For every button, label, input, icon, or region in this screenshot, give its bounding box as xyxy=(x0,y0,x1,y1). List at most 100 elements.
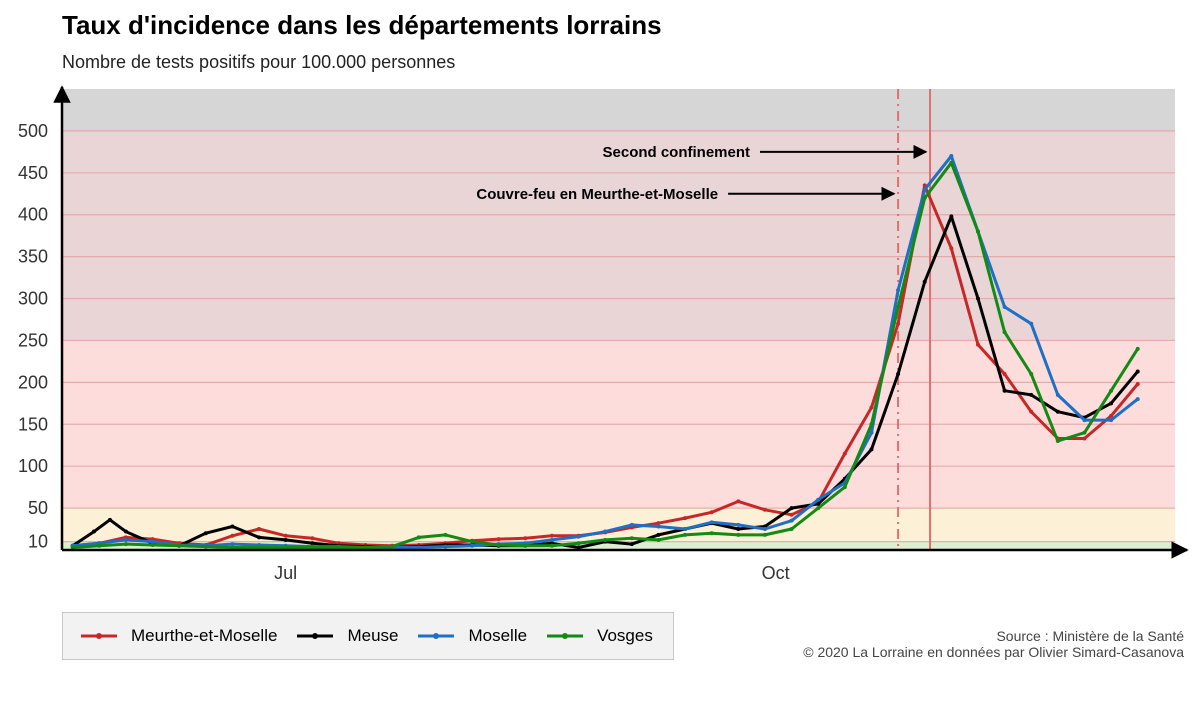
series-2-point-23 xyxy=(683,527,687,531)
series-2-point-31 xyxy=(896,288,900,292)
series-1-point-32 xyxy=(896,372,900,376)
series-1-point-35 xyxy=(976,297,980,301)
series-2-point-36 xyxy=(1029,322,1033,326)
y-tick-label-50: 50 xyxy=(28,498,48,518)
series-3-point-23 xyxy=(683,533,687,537)
legend-label-3: Vosges xyxy=(597,626,653,646)
series-3-point-27 xyxy=(790,527,794,531)
copyright-line: © 2020 La Lorraine en données par Olivie… xyxy=(803,644,1184,660)
series-1-point-33 xyxy=(923,280,927,284)
series-2-point-21 xyxy=(630,523,634,527)
series-0-point-7 xyxy=(257,527,261,531)
series-1-point-36 xyxy=(1003,389,1007,393)
series-3-point-14 xyxy=(443,533,447,537)
series-2-point-39 xyxy=(1109,418,1113,422)
legend-swatch-1 xyxy=(295,624,335,648)
series-3-point-12 xyxy=(390,545,394,549)
series-1-point-34 xyxy=(949,214,953,218)
series-2-point-25 xyxy=(736,523,740,527)
series-2-point-28 xyxy=(816,498,820,502)
series-1-point-8 xyxy=(257,535,261,539)
y-tick-label-100: 100 xyxy=(18,456,48,476)
series-3-point-28 xyxy=(816,506,820,510)
series-1-point-28 xyxy=(790,506,794,510)
series-0-point-9 xyxy=(310,536,314,540)
series-0-point-24 xyxy=(710,510,714,514)
series-0-point-16 xyxy=(497,537,501,541)
series-0-point-35 xyxy=(1003,372,1007,376)
series-3-point-4 xyxy=(177,544,181,548)
series-3-point-39 xyxy=(1109,389,1113,393)
annotation-label-1: Couvre-feu en Meurthe-et-Moselle xyxy=(476,186,718,203)
series-0-point-17 xyxy=(523,536,527,540)
series-3-point-33 xyxy=(949,161,953,165)
series-3-point-2 xyxy=(124,542,128,546)
series-3-point-36 xyxy=(1029,372,1033,376)
series-0-point-23 xyxy=(683,516,687,520)
series-3-point-29 xyxy=(843,485,847,489)
series-3-point-13 xyxy=(417,535,421,539)
series-1-point-22 xyxy=(630,542,634,546)
series-0-point-26 xyxy=(763,508,767,512)
series-2-point-20 xyxy=(603,530,607,534)
series-2-point-33 xyxy=(949,154,953,158)
legend-label-0: Meurthe-et-Moselle xyxy=(131,626,277,646)
series-0-point-27 xyxy=(790,513,794,517)
series-2-point-19 xyxy=(577,535,581,539)
series-0-point-8 xyxy=(284,534,288,538)
source-note: Source : Ministère de la Santé © 2020 La… xyxy=(803,628,1184,660)
annotation-label-0: Second confinement xyxy=(603,144,751,161)
legend-item-1: Meuse xyxy=(295,624,398,648)
series-1-point-6 xyxy=(204,531,208,535)
y-tick-label-500: 500 xyxy=(18,121,48,141)
series-0-point-18 xyxy=(550,534,554,538)
series-3-point-15 xyxy=(470,540,474,544)
series-1-point-1 xyxy=(92,530,96,534)
y-tick-label-150: 150 xyxy=(18,414,48,434)
series-3-point-35 xyxy=(1003,330,1007,334)
series-0-point-6 xyxy=(230,534,234,538)
series-1-point-38 xyxy=(1056,410,1060,414)
series-0-point-30 xyxy=(869,406,873,410)
legend-swatch-0 xyxy=(79,624,119,648)
y-tick-label-350: 350 xyxy=(18,247,48,267)
series-2-point-27 xyxy=(790,519,794,523)
series-2-point-24 xyxy=(710,520,714,524)
series-2-point-2 xyxy=(124,538,128,542)
source-line: Source : Ministère de la Santé xyxy=(803,628,1184,644)
series-3-point-40 xyxy=(1136,347,1140,351)
series-3-point-3 xyxy=(151,543,155,547)
y-tick-label-400: 400 xyxy=(18,205,48,225)
series-3-point-5 xyxy=(204,545,208,549)
series-1-point-3 xyxy=(124,530,128,534)
series-3-point-32 xyxy=(923,196,927,200)
series-1-point-41 xyxy=(1136,369,1140,373)
x-tick-label-jul: Jul xyxy=(274,563,297,583)
series-3-point-30 xyxy=(869,422,873,426)
series-3-point-19 xyxy=(577,541,581,545)
series-0-point-36 xyxy=(1029,410,1033,414)
series-3-point-21 xyxy=(630,536,634,540)
series-1-point-9 xyxy=(284,538,288,542)
series-3-point-34 xyxy=(976,229,980,233)
legend-item-0: Meurthe-et-Moselle xyxy=(79,624,277,648)
x-tick-label-oct: Oct xyxy=(762,563,790,583)
y-tick-label-450: 450 xyxy=(18,163,48,183)
legend-swatch-3 xyxy=(545,624,585,648)
series-3-point-17 xyxy=(523,544,527,548)
series-0-point-25 xyxy=(736,499,740,503)
series-3-point-38 xyxy=(1082,431,1086,435)
series-2-point-22 xyxy=(656,525,660,529)
series-1-point-31 xyxy=(869,447,873,451)
series-0-point-38 xyxy=(1082,437,1086,441)
series-1-point-40 xyxy=(1109,401,1113,405)
series-1-point-2 xyxy=(108,518,112,522)
series-3-point-22 xyxy=(656,538,660,542)
series-0-point-29 xyxy=(843,452,847,456)
series-3-point-24 xyxy=(710,531,714,535)
background-band-4 xyxy=(62,89,1175,131)
series-3-point-20 xyxy=(603,538,607,542)
legend-item-3: Vosges xyxy=(545,624,653,648)
chart-plot: 10 50 100 150 200 250 300 350 400 450 500 Jul Oct Sec… xyxy=(0,0,1200,600)
series-3-point-31 xyxy=(896,305,900,309)
